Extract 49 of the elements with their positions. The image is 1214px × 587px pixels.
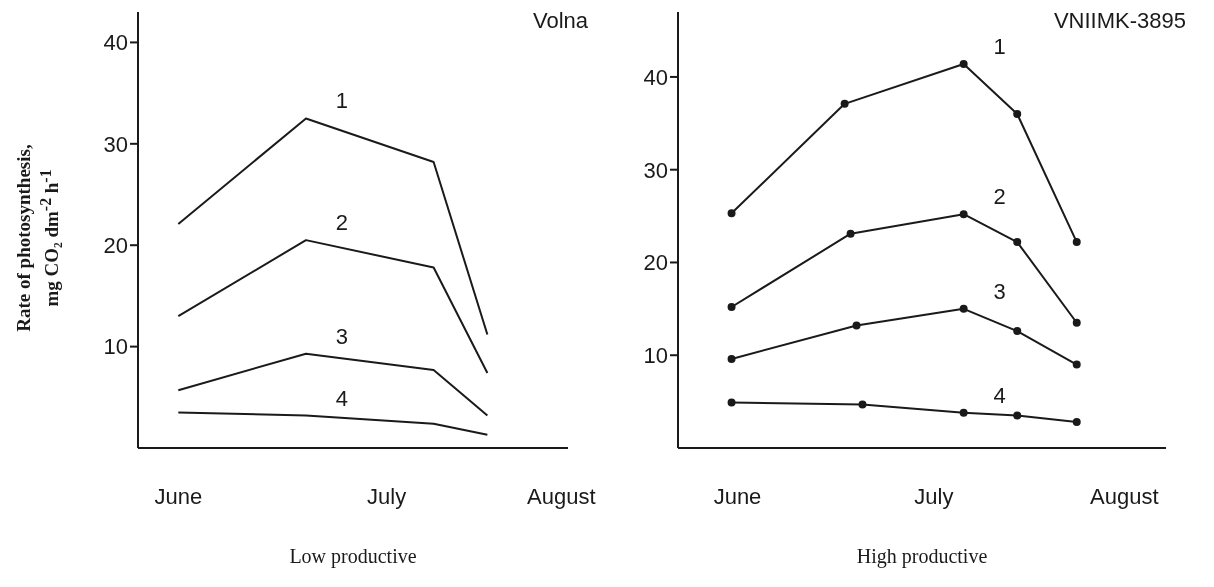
point [1072,238,1081,247]
point [959,210,968,219]
point [727,209,736,218]
x-tick-label: July [367,483,407,509]
chart-title: VNIIMK-3895 [1053,8,1186,34]
series-label: 3 [335,323,349,349]
series-label: 4 [335,385,349,411]
point [959,59,968,68]
point [1013,238,1022,247]
y-tick-label: 30 [103,131,128,157]
y-tick-label: 20 [643,250,668,276]
point [727,354,736,363]
x-tick-label: August [527,483,596,509]
series-label: 1 [993,33,1006,59]
series-label: 2 [993,184,1006,210]
line-series [177,352,489,417]
chart-title: Volna [532,8,588,34]
x-tick-label: August [1090,483,1159,509]
x-axis-title: Low productive [288,545,418,568]
series-label: 4 [993,382,1006,408]
point [1013,411,1022,420]
x-tick-label: June [713,483,762,509]
point [1013,110,1022,119]
series-label: 1 [335,88,349,114]
y-tick-label: 10 [643,343,668,369]
x-tick-label: July [914,483,954,509]
point [1013,327,1022,336]
point [858,400,867,409]
point [840,99,849,108]
point [1072,418,1081,427]
y-tick-label: 10 [103,334,128,360]
point [959,408,968,417]
point [727,303,736,311]
y-tick-label: 40 [643,64,668,90]
y-tick-label: 20 [103,233,128,259]
point [852,321,861,330]
line-series [177,239,489,374]
y-tick-label: 40 [103,30,128,56]
series-label: 2 [335,210,349,236]
point [1072,360,1081,369]
y-tick-label: 30 [643,157,668,183]
series-label: 3 [993,278,1006,304]
x-axis-title: High productive [855,545,989,568]
point [1072,318,1081,327]
x-tick-label: June [154,483,203,509]
point [959,304,968,313]
point [846,229,855,238]
line-series [177,411,489,436]
point [727,398,736,407]
